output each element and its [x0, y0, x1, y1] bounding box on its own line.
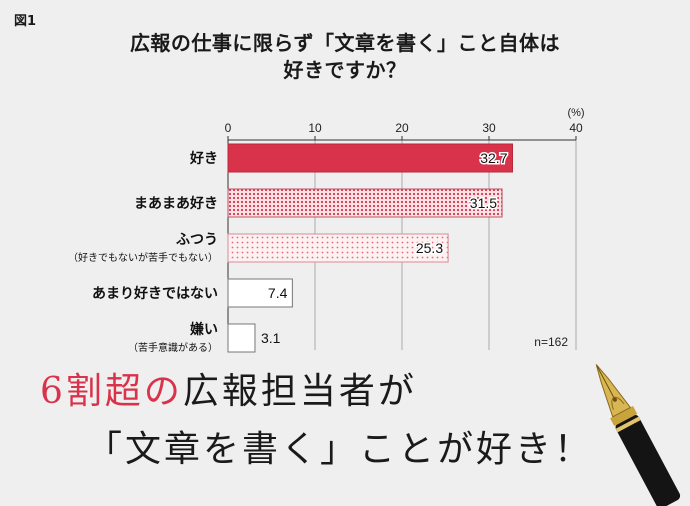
category-sublabel: （好きでもないが苦手でもない）	[68, 251, 218, 264]
x-tick-label: 40	[569, 121, 583, 135]
figure-label: 図1	[14, 14, 37, 29]
category-label: まあまあ好き	[134, 195, 218, 211]
caption-line-2: 「文章を書く」ことが好き！	[86, 429, 594, 470]
bar	[227, 323, 256, 353]
bar	[227, 188, 503, 218]
unit-label: (%)	[567, 107, 584, 119]
bar-value-label: 3.1	[261, 330, 281, 346]
fountain-pen-illustration	[595, 364, 681, 506]
x-tick-label: 10	[308, 121, 322, 135]
x-tick-label: 20	[395, 121, 409, 135]
title-line-2: 好きですか？	[283, 58, 407, 82]
category-label: あまり好きではない	[92, 285, 218, 301]
category-label: 嫌い	[190, 321, 218, 337]
caption-line-1-rest: 広報担当者が	[182, 371, 417, 412]
bar	[227, 143, 513, 173]
bar-value-label: 25.3	[416, 240, 443, 256]
caption-line-1: 6割超の広報担当者が	[40, 362, 417, 414]
category-sublabel: （苦手意識がある）	[128, 341, 218, 354]
title-line-1: 広報の仕事に限らず「文章を書く」こと自体は	[129, 31, 561, 55]
x-tick-label: 30	[482, 121, 496, 135]
bar-value-label: 7.4	[268, 285, 288, 301]
bar	[227, 233, 449, 263]
sample-size-note: n=162	[534, 335, 568, 349]
caption-highlight: 6割超の	[40, 371, 183, 412]
bar-value-label: 31.5	[470, 195, 497, 211]
chart-title: 広報の仕事に限らず「文章を書く」こと自体は 好きですか？	[0, 30, 690, 84]
category-label: 好き	[189, 150, 218, 166]
bar	[227, 278, 293, 308]
x-tick-label: 0	[225, 121, 232, 135]
category-label: ふつう	[176, 231, 218, 247]
bar-value-label: 32.7	[480, 150, 507, 166]
